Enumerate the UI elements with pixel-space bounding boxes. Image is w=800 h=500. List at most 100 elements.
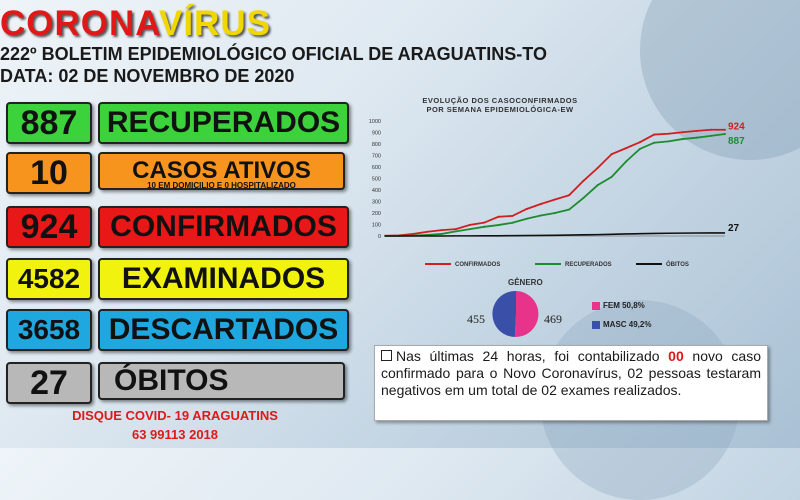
hotline-number[interactable]: 63 99113 2018 (131, 427, 219, 442)
legend-masc: MASC 49,2% (592, 320, 651, 329)
data-point (667, 140, 670, 143)
data-point (469, 223, 471, 226)
legend-obitos: ÓBITOS (636, 262, 689, 268)
stat-value: 924 (6, 206, 92, 248)
end-value-label: 887 (728, 136, 745, 147)
y-tick-label: 900 (372, 131, 381, 137)
data-point (709, 128, 712, 131)
y-tick-label: 700 (372, 154, 381, 160)
data-point (554, 212, 556, 214)
y-tick-label: 400 (372, 188, 381, 194)
data-point (525, 207, 528, 210)
chart-title-text: EVOLUÇÃO DOS CASOCONFIRMADOS POR SEMANA … (422, 96, 578, 114)
legend-fem: FEM 50,8% (592, 301, 645, 310)
data-point (610, 175, 613, 178)
y-tick-label: 1000 (369, 119, 381, 125)
data-point (724, 132, 726, 135)
data-point (525, 217, 528, 220)
data-point (454, 230, 457, 233)
data-point (554, 198, 556, 201)
data-point (440, 229, 443, 232)
line-chart: 0 100 200 300 400 500 600 700 800 900 1000 924 887 27 (369, 119, 745, 240)
stat-value: 10 (6, 152, 92, 194)
data-point (568, 194, 571, 197)
hotline-label: DISQUE COVID- 19 ARAGUATINS (72, 408, 278, 423)
stat-label: CONFIRMADOS (98, 206, 349, 248)
data-point (497, 215, 500, 218)
info-text-1: Nas últimas 24 horas, foi contabilizado (396, 348, 669, 364)
end-value-label: 924 (728, 122, 745, 133)
stat-label: EXAMINADOS (98, 258, 349, 300)
info-box: Nas últimas 24 horas, foi contabilizado … (374, 345, 768, 421)
data-point (596, 167, 599, 170)
fem-swatch (592, 301, 600, 310)
y-tick-label: 100 (372, 223, 381, 229)
data-point (511, 221, 514, 224)
y-tick-label: 200 (372, 211, 381, 217)
stat-value: 3658 (6, 309, 92, 351)
data-point (639, 147, 641, 150)
legend-confirmados: CONFIRMADOS (425, 262, 500, 268)
data-point (624, 147, 627, 150)
chart-title: EVOLUÇÃO DOS CASOCONFIRMADOS POR SEMANA … (400, 96, 600, 114)
info-text-2: novo caso confirmado para o Novo Coronav… (381, 348, 761, 398)
data-point (667, 132, 670, 135)
y-tick-label: 800 (372, 142, 381, 148)
y-tick-label: 500 (372, 177, 381, 183)
data-point (610, 153, 613, 156)
y-tick-label: 600 (372, 165, 381, 171)
data-point (653, 133, 656, 136)
stat-value: 887 (6, 102, 92, 144)
gender-pie-chart (492, 290, 539, 338)
info-highlight: 00 (668, 348, 684, 364)
legend-recuperados: RECUPERADOS (535, 262, 612, 268)
y-tick-label: 0 (378, 234, 381, 240)
data-point (511, 214, 514, 217)
data-point (681, 131, 684, 134)
data-point (539, 203, 542, 206)
data-point (483, 225, 486, 228)
main-title: CORONAVÍRUS (0, 4, 271, 43)
data-point (624, 160, 627, 163)
data-point (539, 214, 542, 217)
data-point (497, 224, 500, 227)
data-point (724, 128, 726, 131)
data-point (596, 184, 599, 187)
stat-value: 27 (6, 362, 92, 404)
data-point (454, 228, 457, 231)
data-point (568, 208, 571, 211)
stat-label: DESCARTADOS (98, 309, 349, 351)
masc-swatch (592, 320, 600, 329)
data-point (412, 232, 415, 235)
y-tick-label: 300 (372, 200, 381, 206)
bulletin-title: 222º BOLETIM EPIDEMIOLÓGICO OFICIAL DE A… (0, 44, 547, 64)
stat-note: 10 EM DOMICILIO E 0 HOSPITALIZADO (147, 181, 296, 190)
data-point (653, 141, 656, 144)
pie-slice-masc (492, 290, 516, 337)
stat-label: CASOS ATIVOS (98, 152, 345, 190)
pie-slice-fem (514, 291, 539, 338)
checkbox-bullet-icon (381, 350, 392, 361)
pie-value-right: 469 (544, 312, 562, 326)
data-point (695, 129, 698, 132)
data-point (695, 136, 698, 139)
data-point (426, 230, 429, 233)
data-point (709, 134, 712, 137)
data-point (681, 138, 684, 141)
bulletin-date: DATA: 02 DE NOVEMBRO DE 2020 (0, 66, 295, 86)
end-value-label: 27 (728, 223, 740, 234)
data-point (639, 141, 641, 144)
data-point (469, 228, 471, 231)
data-point (582, 197, 585, 200)
data-point (582, 179, 585, 182)
stat-label: RECUPERADOS (98, 102, 349, 144)
stat-value: 4582 (6, 258, 92, 300)
series-line-recuperados (384, 133, 726, 237)
stat-label: ÓBITOS (98, 362, 345, 400)
data-point (483, 221, 486, 224)
series-line-óbitos (385, 232, 725, 237)
data-point (440, 232, 443, 235)
pie-title: GÊNERO (508, 278, 543, 287)
series-line-confirmados (384, 128, 725, 237)
pie-value-left: 455 (467, 312, 485, 326)
